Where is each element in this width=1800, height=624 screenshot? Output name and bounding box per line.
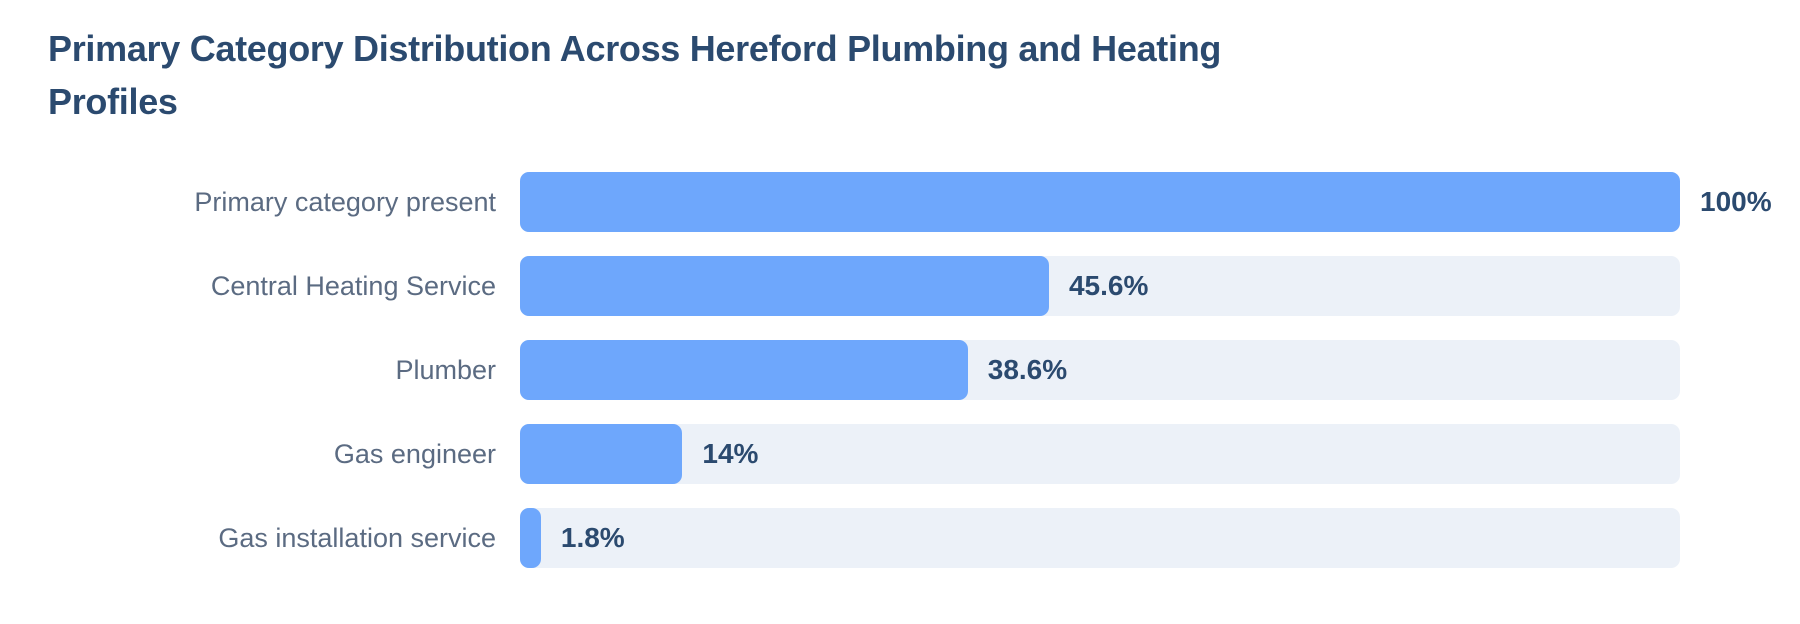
bar-row: Gas installation service 1.8% xyxy=(0,508,1800,568)
value-label: 38.6% xyxy=(987,354,1068,385)
bar xyxy=(520,508,541,568)
bar xyxy=(520,340,968,400)
category-label: Plumber xyxy=(395,355,496,385)
bar xyxy=(520,424,683,484)
bar-row: Gas engineer 14% xyxy=(0,424,1800,484)
bar-row: Primary category present 100% xyxy=(0,172,1800,232)
value-label: 1.8% xyxy=(560,522,625,553)
category-label: Gas engineer xyxy=(333,439,496,469)
category-label: Primary category present xyxy=(194,187,496,217)
value-label: 100% xyxy=(1700,186,1772,217)
bar-row: Central Heating Service 45.6% xyxy=(0,256,1800,316)
bar-track xyxy=(520,508,1680,568)
chart-title: Primary Category Distribution Across Her… xyxy=(48,28,1222,122)
bar xyxy=(520,172,1680,232)
category-label: Gas installation service xyxy=(218,523,496,553)
bar-row: Plumber 38.6% xyxy=(0,340,1800,400)
value-label: 14% xyxy=(702,438,759,469)
category-label: Central Heating Service xyxy=(210,271,496,301)
bar xyxy=(520,256,1049,316)
value-label: 45.6% xyxy=(1068,270,1149,301)
bar-track xyxy=(520,424,1680,484)
